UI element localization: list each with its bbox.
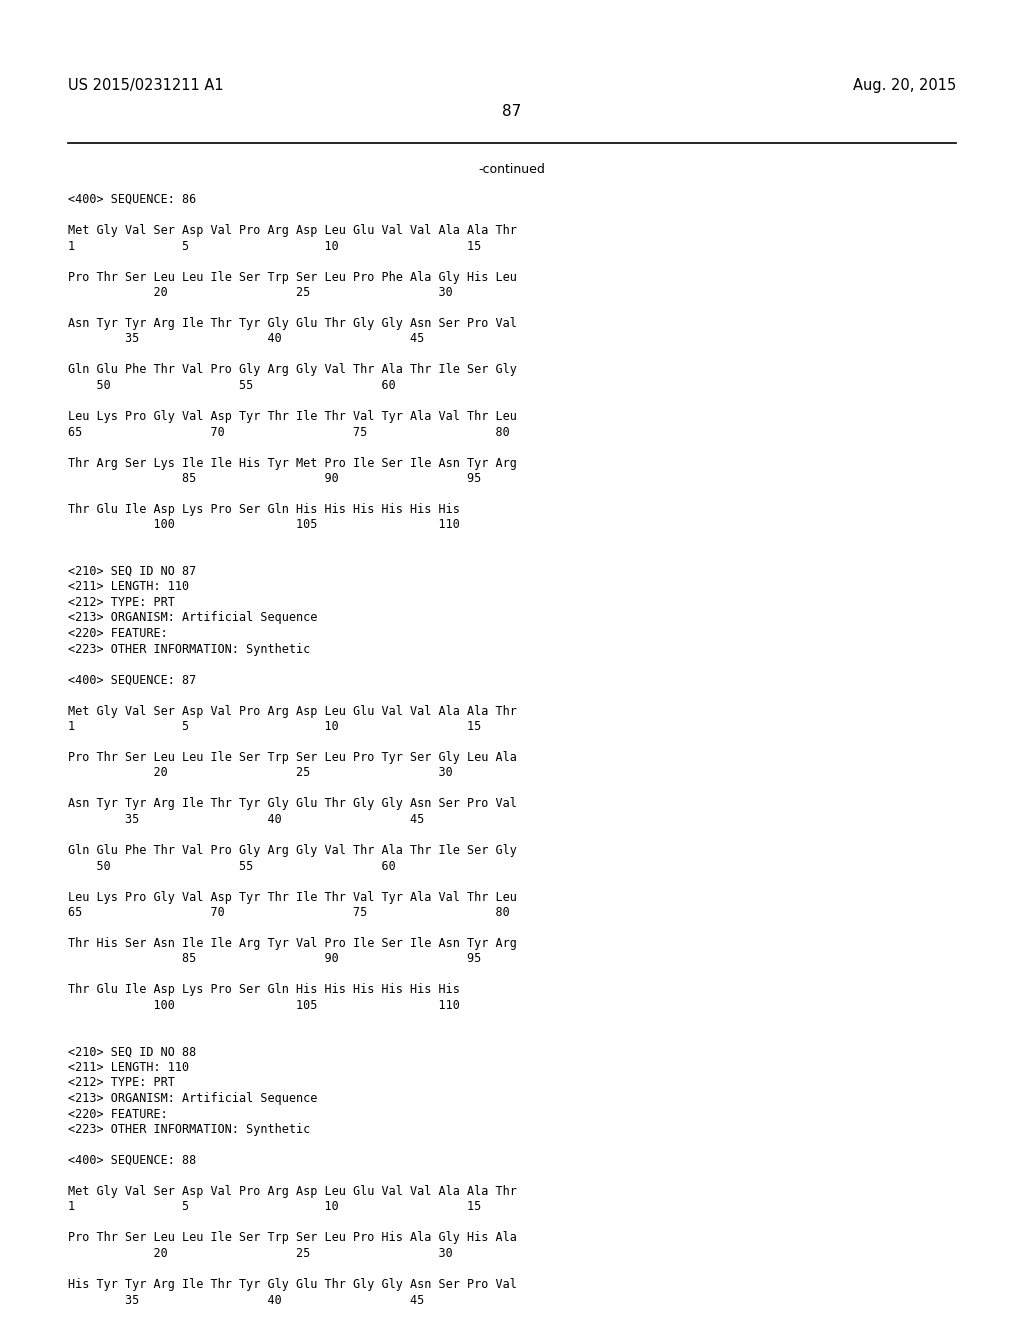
Text: His Tyr Tyr Arg Ile Thr Tyr Gly Glu Thr Gly Gly Asn Ser Pro Val: His Tyr Tyr Arg Ile Thr Tyr Gly Glu Thr … (68, 1278, 517, 1291)
Text: <223> OTHER INFORMATION: Synthetic: <223> OTHER INFORMATION: Synthetic (68, 1123, 310, 1137)
Text: 85                  90                  95: 85 90 95 (68, 953, 481, 965)
Text: <223> OTHER INFORMATION: Synthetic: <223> OTHER INFORMATION: Synthetic (68, 643, 310, 656)
Text: <210> SEQ ID NO 87: <210> SEQ ID NO 87 (68, 565, 197, 578)
Text: US 2015/0231211 A1: US 2015/0231211 A1 (68, 78, 223, 92)
Text: Gln Glu Phe Thr Val Pro Gly Arg Gly Val Thr Ala Thr Ile Ser Gly: Gln Glu Phe Thr Val Pro Gly Arg Gly Val … (68, 363, 517, 376)
Text: 35                  40                  45: 35 40 45 (68, 1294, 424, 1307)
Text: Met Gly Val Ser Asp Val Pro Arg Asp Leu Glu Val Val Ala Ala Thr: Met Gly Val Ser Asp Val Pro Arg Asp Leu … (68, 1185, 517, 1199)
Text: <213> ORGANISM: Artificial Sequence: <213> ORGANISM: Artificial Sequence (68, 1092, 317, 1105)
Text: Thr Glu Ile Asp Lys Pro Ser Gln His His His His His His: Thr Glu Ile Asp Lys Pro Ser Gln His His … (68, 983, 460, 997)
Text: Leu Lys Pro Gly Val Asp Tyr Thr Ile Thr Val Tyr Ala Val Thr Leu: Leu Lys Pro Gly Val Asp Tyr Thr Ile Thr … (68, 411, 517, 422)
Text: Leu Lys Pro Gly Val Asp Tyr Thr Ile Thr Val Tyr Ala Val Thr Leu: Leu Lys Pro Gly Val Asp Tyr Thr Ile Thr … (68, 891, 517, 903)
Text: 50                  55                  60: 50 55 60 (68, 859, 395, 873)
Text: <220> FEATURE:: <220> FEATURE: (68, 627, 168, 640)
Text: Pro Thr Ser Leu Leu Ile Ser Trp Ser Leu Pro Phe Ala Gly His Leu: Pro Thr Ser Leu Leu Ile Ser Trp Ser Leu … (68, 271, 517, 284)
Text: Pro Thr Ser Leu Leu Ile Ser Trp Ser Leu Pro His Ala Gly His Ala: Pro Thr Ser Leu Leu Ile Ser Trp Ser Leu … (68, 1232, 517, 1245)
Text: Met Gly Val Ser Asp Val Pro Arg Asp Leu Glu Val Val Ala Ala Thr: Met Gly Val Ser Asp Val Pro Arg Asp Leu … (68, 224, 517, 238)
Text: <220> FEATURE:: <220> FEATURE: (68, 1107, 168, 1121)
Text: Gln Glu Phe Thr Val Pro Gly Arg Gly Val Thr Ala Thr Ile Ser Gly: Gln Glu Phe Thr Val Pro Gly Arg Gly Val … (68, 843, 517, 857)
Text: 87: 87 (503, 104, 521, 119)
Text: <400> SEQUENCE: 88: <400> SEQUENCE: 88 (68, 1154, 197, 1167)
Text: Thr His Ser Asn Ile Ile Arg Tyr Val Pro Ile Ser Ile Asn Tyr Arg: Thr His Ser Asn Ile Ile Arg Tyr Val Pro … (68, 937, 517, 950)
Text: Thr Arg Ser Lys Ile Ile His Tyr Met Pro Ile Ser Ile Asn Tyr Arg: Thr Arg Ser Lys Ile Ile His Tyr Met Pro … (68, 457, 517, 470)
Text: Thr Glu Ile Asp Lys Pro Ser Gln His His His His His His: Thr Glu Ile Asp Lys Pro Ser Gln His His … (68, 503, 460, 516)
Text: 1               5                   10                  15: 1 5 10 15 (68, 719, 481, 733)
Text: 20                  25                  30: 20 25 30 (68, 286, 453, 300)
Text: 20                  25                  30: 20 25 30 (68, 1247, 453, 1261)
Text: Aug. 20, 2015: Aug. 20, 2015 (853, 78, 956, 92)
Text: 85                  90                  95: 85 90 95 (68, 473, 481, 484)
Text: <211> LENGTH: 110: <211> LENGTH: 110 (68, 581, 189, 594)
Text: -continued: -continued (478, 162, 546, 176)
Text: 50                  55                  60: 50 55 60 (68, 379, 395, 392)
Text: <211> LENGTH: 110: <211> LENGTH: 110 (68, 1061, 189, 1074)
Text: 20                  25                  30: 20 25 30 (68, 767, 453, 780)
Text: <212> TYPE: PRT: <212> TYPE: PRT (68, 597, 175, 609)
Text: Met Gly Val Ser Asp Val Pro Arg Asp Leu Glu Val Val Ala Ala Thr: Met Gly Val Ser Asp Val Pro Arg Asp Leu … (68, 705, 517, 718)
Text: <400> SEQUENCE: 86: <400> SEQUENCE: 86 (68, 193, 197, 206)
Text: 65                  70                  75                  80: 65 70 75 80 (68, 425, 510, 438)
Text: <213> ORGANISM: Artificial Sequence: <213> ORGANISM: Artificial Sequence (68, 611, 317, 624)
Text: 65                  70                  75                  80: 65 70 75 80 (68, 906, 510, 919)
Text: <400> SEQUENCE: 87: <400> SEQUENCE: 87 (68, 673, 197, 686)
Text: 1               5                   10                  15: 1 5 10 15 (68, 239, 481, 252)
Text: 1               5                   10                  15: 1 5 10 15 (68, 1200, 481, 1213)
Text: Asn Tyr Tyr Arg Ile Thr Tyr Gly Glu Thr Gly Gly Asn Ser Pro Val: Asn Tyr Tyr Arg Ile Thr Tyr Gly Glu Thr … (68, 317, 517, 330)
Text: <212> TYPE: PRT: <212> TYPE: PRT (68, 1077, 175, 1089)
Text: 35                  40                  45: 35 40 45 (68, 333, 424, 346)
Text: 35                  40                  45: 35 40 45 (68, 813, 424, 826)
Text: 100                 105                 110: 100 105 110 (68, 519, 460, 532)
Text: Pro Thr Ser Leu Leu Ile Ser Trp Ser Leu Pro Tyr Ser Gly Leu Ala: Pro Thr Ser Leu Leu Ile Ser Trp Ser Leu … (68, 751, 517, 764)
Text: <210> SEQ ID NO 88: <210> SEQ ID NO 88 (68, 1045, 197, 1059)
Text: Asn Tyr Tyr Arg Ile Thr Tyr Gly Glu Thr Gly Gly Asn Ser Pro Val: Asn Tyr Tyr Arg Ile Thr Tyr Gly Glu Thr … (68, 797, 517, 810)
Text: 100                 105                 110: 100 105 110 (68, 999, 460, 1012)
